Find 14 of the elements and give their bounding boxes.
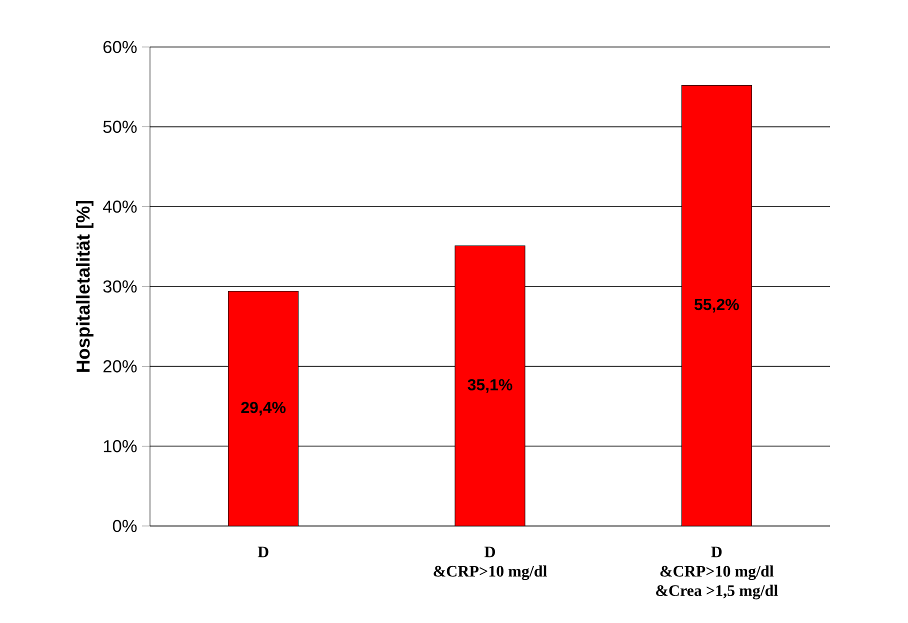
y-tick-label: 50% <box>103 120 137 133</box>
y-tick-label: 60% <box>103 40 137 54</box>
data-label: 35,1% <box>468 379 512 393</box>
y-tick-label: 20% <box>103 360 137 372</box>
y-tick-label: 0% <box>112 520 137 532</box>
y-tick-label: 30% <box>103 280 137 293</box>
y-axis-title: Hospitalletalität [%] <box>76 200 94 372</box>
x-tick-label: D &CRP>10 mg/dl &Crea >1,5 mg/dl <box>656 546 778 600</box>
y-tick-label: 10% <box>104 440 137 452</box>
data-label: 55,2% <box>694 298 739 312</box>
x-tick-label: D &CRP>10 mg/dl <box>434 546 547 580</box>
data-label: 29,4% <box>241 402 286 416</box>
y-tick-label: 40% <box>102 200 137 213</box>
x-tick-label: D <box>258 546 268 558</box>
